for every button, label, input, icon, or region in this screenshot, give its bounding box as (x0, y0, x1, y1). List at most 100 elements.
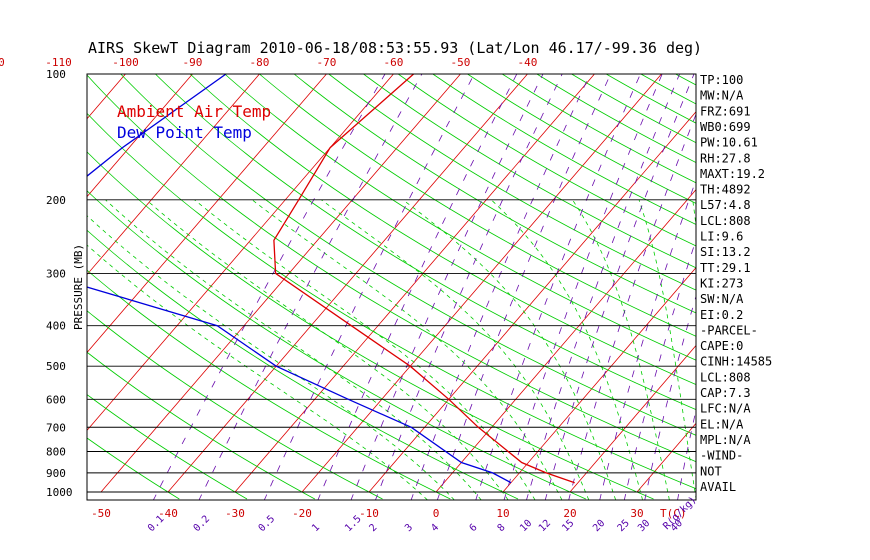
isotherm-line (569, 344, 696, 493)
bottom-temp-tick-label: 10 (496, 507, 509, 520)
index-label: SW:N/A (700, 292, 744, 306)
dry-adiabat-line (259, 74, 696, 337)
dry-adiabat-line (363, 74, 696, 269)
moist-adiabat-line (402, 199, 617, 500)
top-temp-tick-label: -100 (112, 56, 139, 69)
mixing-ratio-tick-label: 12 (537, 518, 553, 534)
index-label: KI:273 (700, 276, 743, 290)
moist-adiabat-line (490, 199, 643, 500)
dry-adiabat-line (120, 74, 696, 436)
pressure-tick-label: 300 (46, 267, 66, 280)
mixing-ratio-line (599, 178, 696, 500)
bottom-temp-tick-label: -30 (225, 507, 245, 520)
mixing-ratio-line (317, 74, 518, 500)
index-label: LFC:N/A (700, 402, 751, 416)
dry-adiabat-line (87, 394, 248, 500)
isotherm-line (838, 74, 870, 492)
background-lines (87, 74, 870, 500)
bottom-temp-tick-label: -50 (91, 507, 111, 520)
top-temp-tick-label: -80 (250, 56, 270, 69)
moist-adiabat-line (87, 244, 428, 500)
mixing-ratio-line (152, 74, 386, 500)
pressure-tick-label: 400 (46, 320, 66, 333)
bottom-temp-tick-label: -10 (359, 507, 379, 520)
dry-adiabat-line (155, 74, 696, 411)
isotherm-line (301, 74, 662, 493)
top-temp-tick-label: -50 (451, 56, 471, 69)
x-axis-label: T(C) (660, 507, 687, 520)
mixing-ratio-line (644, 294, 696, 500)
index-label: LCL:808 (700, 214, 751, 228)
pressure-tick-label: 900 (46, 467, 66, 480)
mixing-ratio-line (263, 74, 475, 500)
isotherm-line (87, 74, 260, 276)
dry-adiabat-line (224, 74, 696, 361)
dry-adiabat-line (87, 351, 315, 500)
index-label: TP:100 (700, 73, 743, 87)
dew-point-temp-line (87, 74, 512, 484)
dry-adiabat-line (397, 74, 696, 247)
mixing-ratio-line (198, 74, 423, 500)
mixing-ratio-tick-label: 1 (310, 522, 322, 534)
top-temp-tick-label: -120 (0, 56, 5, 69)
legend-dew-point-temp: Dew Point Temp (117, 123, 252, 142)
bottom-temp-tick-label: 30 (630, 507, 643, 520)
dry-adiabat-line (87, 269, 451, 500)
mixing-ratio-line (623, 238, 696, 500)
dry-adiabat-line (328, 74, 696, 291)
bottom-temp-tick-label: -20 (292, 507, 312, 520)
bottom-temp-tick-label: -40 (158, 507, 178, 520)
mixing-ratio-line (568, 113, 696, 500)
top-temp-tick-label: -40 (518, 56, 538, 69)
pressure-tick-label: 500 (46, 360, 66, 373)
dry-adiabat-line (293, 74, 696, 314)
isotherm-line (87, 74, 394, 431)
top-temp-tick-label: -70 (317, 56, 337, 69)
moist-adiabat-line (638, 199, 696, 500)
index-label: EI:0.2 (700, 308, 743, 322)
isotherm-line (368, 111, 696, 493)
index-label: MAXT:19.2 (700, 167, 765, 181)
moist-adiabat-line (146, 199, 509, 500)
mixing-ratio-line (350, 74, 544, 500)
index-label: TT:29.1 (700, 261, 751, 275)
dry-adiabat-line (467, 74, 696, 204)
index-label: PW:10.61 (700, 136, 758, 150)
pressure-tick-label: 600 (46, 393, 66, 406)
mixing-ratio-tick-label: 10 (518, 518, 534, 534)
index-label: LI:9.6 (700, 230, 743, 244)
index-label: LCL:808 (700, 370, 751, 384)
mixing-ratio-line (526, 74, 680, 500)
mixing-ratio-tick-label: 30 (636, 518, 652, 534)
mixing-ratio-tick-label: 2 (367, 522, 379, 534)
moist-adiabat-line (572, 199, 670, 500)
dry-adiabat-line (189, 74, 696, 386)
bottom-temp-tick-label: 20 (563, 507, 576, 520)
profiles (87, 74, 575, 484)
moist-adiabat-line (251, 199, 563, 500)
top-temp-tick-label: -90 (183, 56, 203, 69)
dry-adiabat-line (87, 74, 696, 463)
index-label: MW:N/A (700, 89, 744, 103)
index-label: FRZ:691 (700, 104, 751, 118)
index-label: L57:4.8 (700, 198, 751, 212)
mixing-ratio-tick-label: 25 (616, 518, 632, 534)
index-label: CAPE:0 (700, 339, 743, 353)
index-label: TH:4892 (700, 183, 751, 197)
moist-adiabat-line (105, 199, 482, 500)
moist-adiabat-line (321, 199, 590, 500)
mixing-ratio-line (503, 74, 663, 500)
mixing-ratio-line (544, 74, 695, 500)
isotherm-line (771, 74, 870, 492)
mixing-ratio-tick-label: 0.5 (257, 514, 278, 535)
index-label: EL:N/A (700, 417, 744, 431)
index-label: RH:27.8 (700, 151, 751, 165)
mixing-ratio-line (475, 74, 641, 500)
y-axis-label: PRESSURE (MB) (72, 244, 85, 330)
pressure-tick-label: 1000 (46, 486, 73, 499)
mixing-ratio-line (436, 74, 611, 500)
pressure-tick-label: 100 (46, 68, 66, 81)
